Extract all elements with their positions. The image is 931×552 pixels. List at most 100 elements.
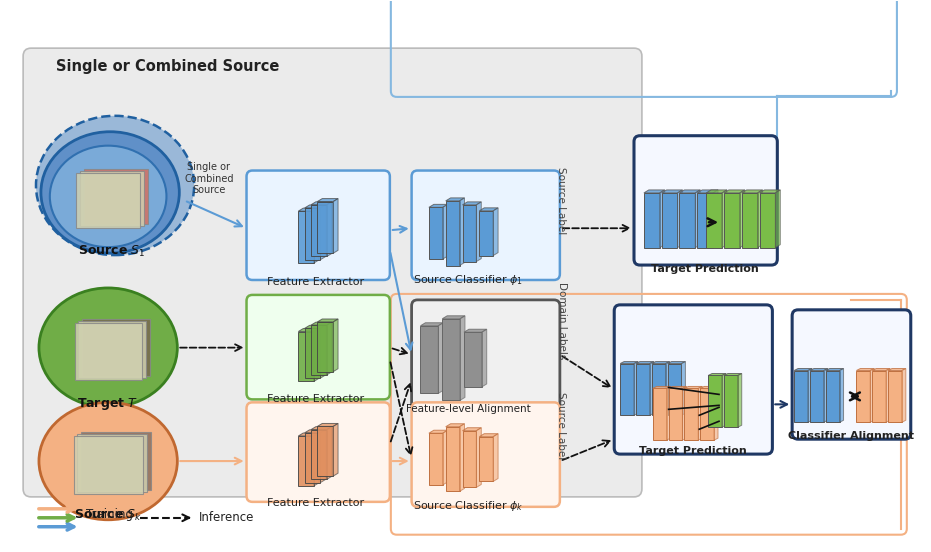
Polygon shape [668, 364, 681, 415]
Polygon shape [314, 328, 319, 381]
Polygon shape [737, 374, 742, 427]
Polygon shape [327, 427, 331, 479]
Polygon shape [644, 193, 660, 248]
Polygon shape [311, 205, 327, 257]
Polygon shape [464, 332, 481, 387]
Polygon shape [298, 433, 319, 436]
Polygon shape [697, 190, 718, 193]
Text: Single or
Combined
Source: Single or Combined Source [184, 162, 234, 195]
Polygon shape [722, 190, 727, 248]
Text: Source Label: Source Label [556, 167, 566, 234]
Text: Feature Extractor: Feature Extractor [267, 498, 364, 508]
Polygon shape [680, 193, 695, 248]
Text: Inference: Inference [199, 511, 254, 524]
Ellipse shape [39, 402, 177, 520]
FancyBboxPatch shape [81, 432, 151, 490]
Text: Source $S_k$: Source $S_k$ [74, 508, 142, 523]
Polygon shape [477, 428, 481, 487]
Polygon shape [667, 386, 670, 440]
Ellipse shape [41, 132, 180, 253]
Polygon shape [857, 370, 870, 422]
Text: Target Prediction: Target Prediction [640, 446, 748, 456]
Polygon shape [644, 190, 665, 193]
Text: Single or Combined Source: Single or Combined Source [56, 59, 279, 74]
Polygon shape [742, 190, 762, 193]
Polygon shape [636, 364, 650, 415]
FancyBboxPatch shape [247, 295, 390, 400]
Polygon shape [304, 430, 326, 433]
Polygon shape [872, 369, 890, 370]
Polygon shape [320, 325, 326, 378]
Polygon shape [304, 328, 320, 378]
Polygon shape [680, 190, 700, 193]
Text: Source Classifier $\phi_1$: Source Classifier $\phi_1$ [413, 273, 523, 287]
FancyBboxPatch shape [634, 136, 777, 265]
Polygon shape [298, 436, 314, 486]
Polygon shape [684, 389, 698, 440]
Polygon shape [304, 325, 326, 328]
Polygon shape [446, 201, 460, 266]
Polygon shape [317, 319, 338, 322]
Polygon shape [421, 323, 443, 326]
Polygon shape [317, 322, 333, 371]
Polygon shape [740, 190, 745, 248]
Polygon shape [681, 362, 685, 415]
Polygon shape [620, 362, 638, 364]
Polygon shape [311, 322, 331, 325]
Polygon shape [668, 362, 685, 364]
FancyBboxPatch shape [412, 171, 560, 280]
Polygon shape [443, 430, 448, 485]
Polygon shape [620, 364, 634, 415]
Polygon shape [760, 190, 780, 193]
Polygon shape [724, 193, 740, 248]
FancyBboxPatch shape [76, 173, 141, 228]
Polygon shape [840, 369, 843, 422]
Text: Target $T$: Target $T$ [77, 396, 139, 412]
Polygon shape [333, 423, 338, 476]
Polygon shape [668, 386, 686, 389]
FancyBboxPatch shape [412, 402, 560, 507]
Polygon shape [695, 190, 700, 248]
Polygon shape [653, 389, 667, 440]
Polygon shape [463, 428, 481, 431]
Ellipse shape [50, 146, 167, 247]
Polygon shape [810, 370, 824, 422]
Polygon shape [479, 211, 493, 256]
Polygon shape [298, 328, 319, 332]
Polygon shape [652, 362, 669, 364]
Polygon shape [678, 190, 682, 248]
Polygon shape [333, 199, 338, 253]
Polygon shape [760, 193, 776, 248]
Polygon shape [304, 208, 320, 259]
Polygon shape [464, 329, 487, 332]
Polygon shape [314, 433, 319, 486]
Text: Classifier Alignment: Classifier Alignment [789, 431, 914, 441]
FancyBboxPatch shape [74, 323, 142, 380]
Polygon shape [824, 369, 828, 422]
Polygon shape [722, 374, 726, 427]
Polygon shape [311, 427, 331, 429]
Polygon shape [708, 374, 726, 375]
FancyBboxPatch shape [247, 402, 390, 502]
Polygon shape [479, 437, 493, 481]
Polygon shape [724, 375, 737, 427]
Polygon shape [776, 190, 780, 248]
Text: Feature Extractor: Feature Extractor [267, 277, 364, 287]
Polygon shape [320, 430, 326, 482]
Ellipse shape [39, 288, 177, 407]
Polygon shape [333, 319, 338, 371]
Text: Source Classifier $\phi_k$: Source Classifier $\phi_k$ [412, 499, 523, 513]
Polygon shape [662, 190, 682, 193]
Polygon shape [888, 369, 906, 370]
Polygon shape [463, 431, 477, 487]
Polygon shape [668, 389, 682, 440]
Polygon shape [314, 208, 319, 263]
Ellipse shape [36, 116, 195, 255]
Polygon shape [706, 193, 722, 248]
Polygon shape [493, 434, 498, 481]
Polygon shape [311, 429, 327, 479]
Polygon shape [304, 205, 326, 208]
Polygon shape [682, 386, 686, 440]
Polygon shape [311, 325, 327, 375]
Polygon shape [758, 190, 762, 248]
